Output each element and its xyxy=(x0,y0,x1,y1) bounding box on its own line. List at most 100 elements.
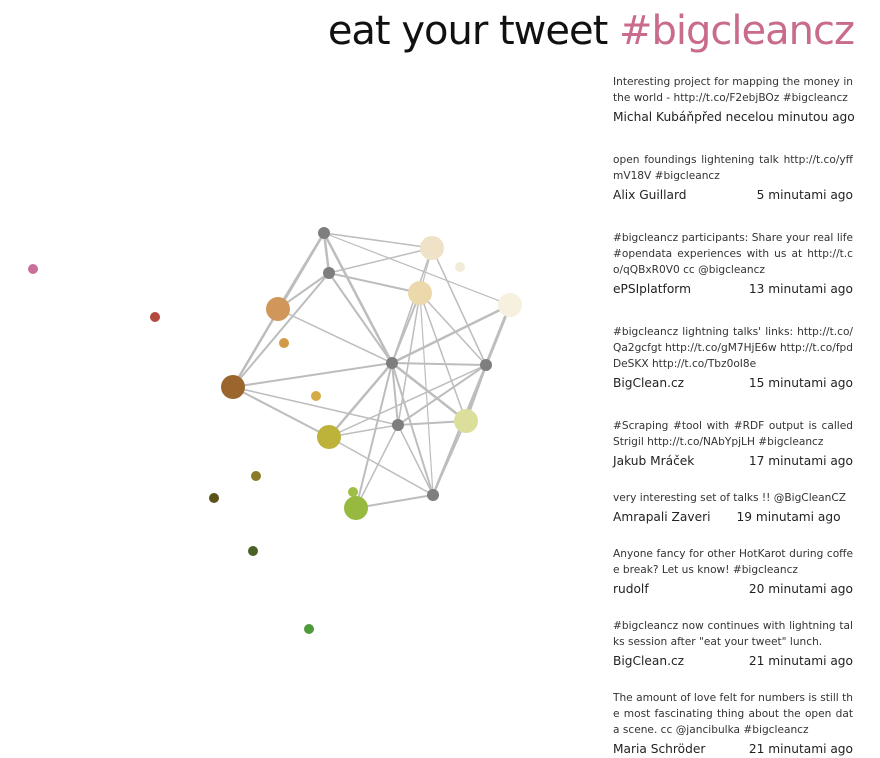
tweet-item: #bigcleancz lightning talks' links: http… xyxy=(613,324,853,392)
tweet-text: #bigcleancz participants: Share your rea… xyxy=(613,232,853,276)
graph-edge xyxy=(431,247,487,366)
graph-edge xyxy=(391,362,434,496)
tweet-meta: Amrapali Zaveri 19 minutami ago xyxy=(613,508,853,526)
tweet-item: Interesting project for mapping the mone… xyxy=(613,74,855,126)
tweet-author[interactable]: Jakub Mráček xyxy=(613,454,695,468)
graph-edge xyxy=(419,292,434,496)
tweet-item: Anyone fancy for other HotKarot during c… xyxy=(613,546,853,598)
tweet-author[interactable]: Amrapali Zaveri xyxy=(613,510,711,524)
graph-edge xyxy=(391,303,511,365)
graph-edge xyxy=(355,424,399,509)
graph-node[interactable] xyxy=(420,236,444,260)
graph-node[interactable] xyxy=(344,496,368,520)
graph-edge xyxy=(232,272,330,388)
tweet-time: 5 minutami ago xyxy=(756,188,853,202)
tweet-meta: Michal Kubáň před necelou minutou ago xyxy=(613,108,855,126)
tweet-item: open foundings lightening talk http://t.… xyxy=(613,152,853,204)
graph-node[interactable] xyxy=(221,375,245,399)
graph-edge xyxy=(391,362,487,366)
graph-node[interactable] xyxy=(317,425,341,449)
tweet-time: 21 minutami ago xyxy=(748,742,853,756)
tweet-text: #bigcleancz now continues with lightning… xyxy=(613,620,853,648)
tweet-author[interactable]: BigClean.cz xyxy=(613,654,685,668)
graph-edge xyxy=(419,292,467,422)
graph-node[interactable] xyxy=(304,624,314,634)
graph-edge xyxy=(328,272,421,294)
graph-node[interactable] xyxy=(454,409,478,433)
graph-edge xyxy=(391,362,467,422)
tweet-text: open foundings lightening talk http://t.… xyxy=(613,154,853,182)
graph-node[interactable] xyxy=(348,487,358,497)
tweet-text: Interesting project for mapping the mone… xyxy=(613,76,853,104)
graph-hub-node[interactable] xyxy=(427,489,439,501)
tweet-author[interactable]: ePSIplatform xyxy=(613,282,691,296)
tweet-time: před necelou minutou ago xyxy=(694,110,855,124)
graph-hub-node[interactable] xyxy=(318,227,330,239)
graph-edge xyxy=(328,436,434,496)
tweet-text: Anyone fancy for other HotKarot during c… xyxy=(613,548,853,576)
title-hashtag: #bigcleancz xyxy=(619,8,855,54)
graph-edge xyxy=(323,232,511,306)
graph-edge xyxy=(391,247,433,364)
graph-edge xyxy=(355,362,393,509)
tweet-meta: BigClean.cz 21 minutami ago xyxy=(613,652,853,670)
graph-edge xyxy=(328,247,433,274)
graph-edge xyxy=(322,232,394,364)
graph-node[interactable] xyxy=(498,293,522,317)
graph-node[interactable] xyxy=(266,297,290,321)
tweet-text: #bigcleancz lightning talks' links: http… xyxy=(613,326,853,370)
graph-nodes[interactable] xyxy=(28,227,522,634)
tweet-author[interactable]: Alix Guillard xyxy=(613,188,687,202)
tweet-time: 13 minutami ago xyxy=(748,282,853,296)
tweet-text: very interesting set of talks !! @BigCle… xyxy=(613,492,847,504)
tweet-author[interactable]: rudolf xyxy=(613,582,649,596)
graph-edge xyxy=(328,362,393,438)
graph-edge xyxy=(323,232,433,249)
title-main: eat your tweet xyxy=(327,8,608,54)
tweet-author[interactable]: BigClean.cz xyxy=(613,376,685,390)
graph-edge xyxy=(328,272,393,364)
graph-node[interactable] xyxy=(209,493,219,503)
graph-node[interactable] xyxy=(279,338,289,348)
graph-node[interactable] xyxy=(455,262,465,272)
graph-edge xyxy=(277,308,393,364)
graph-node[interactable] xyxy=(251,471,261,481)
tweet-author[interactable]: Michal Kubáň xyxy=(613,110,695,124)
tweet-meta: Maria Schröder 21 minutami ago xyxy=(613,740,853,758)
graph-node[interactable] xyxy=(150,312,160,322)
graph-node[interactable] xyxy=(248,546,258,556)
tweet-time: 21 minutami ago xyxy=(748,654,853,668)
graph-hub-node[interactable] xyxy=(386,357,398,369)
graph-edge xyxy=(328,364,487,438)
graph-hub-node[interactable] xyxy=(480,359,492,371)
graph-edge xyxy=(232,386,330,438)
tweet-meta: rudolf 20 minutami ago xyxy=(613,580,853,598)
tweet-item: The amount of love felt for numbers is s… xyxy=(613,690,853,758)
tweet-time: 19 minutami ago xyxy=(736,510,841,524)
graph-edge xyxy=(397,424,434,496)
tweet-meta: Jakub Mráček 17 minutami ago xyxy=(613,452,853,470)
tweet-meta: BigClean.cz 15 minutami ago xyxy=(613,374,853,392)
graph-edge xyxy=(397,364,487,426)
graph-node[interactable] xyxy=(408,281,432,305)
page-title: eat your tweet #bigcleancz xyxy=(327,8,855,54)
graph-edges xyxy=(231,232,512,509)
tweet-item: very interesting set of talks !! @BigCle… xyxy=(613,490,853,526)
graph-hub-node[interactable] xyxy=(392,419,404,431)
graph-hub-node[interactable] xyxy=(323,267,335,279)
tweet-text: The amount of love felt for numbers is s… xyxy=(613,692,853,736)
graph-edge xyxy=(419,292,487,366)
tweet-time: 15 minutami ago xyxy=(748,376,853,390)
tweet-feed: Interesting project for mapping the mone… xyxy=(613,74,855,758)
tweet-meta: Alix Guillard 5 minutami ago xyxy=(613,186,853,204)
graph-edge xyxy=(322,232,331,274)
graph-node[interactable] xyxy=(311,391,321,401)
graph-node[interactable] xyxy=(28,264,38,274)
graph-edge xyxy=(232,362,393,388)
tweet-text: #Scraping #tool with #RDF output is call… xyxy=(613,420,853,448)
tweet-time: 17 minutami ago xyxy=(748,454,853,468)
tweet-author[interactable]: Maria Schröder xyxy=(613,742,706,756)
tweet-item: #bigcleancz now continues with lightning… xyxy=(613,618,853,670)
graph-edge xyxy=(355,494,434,509)
tweet-meta: ePSIplatform 13 minutami ago xyxy=(613,280,853,298)
